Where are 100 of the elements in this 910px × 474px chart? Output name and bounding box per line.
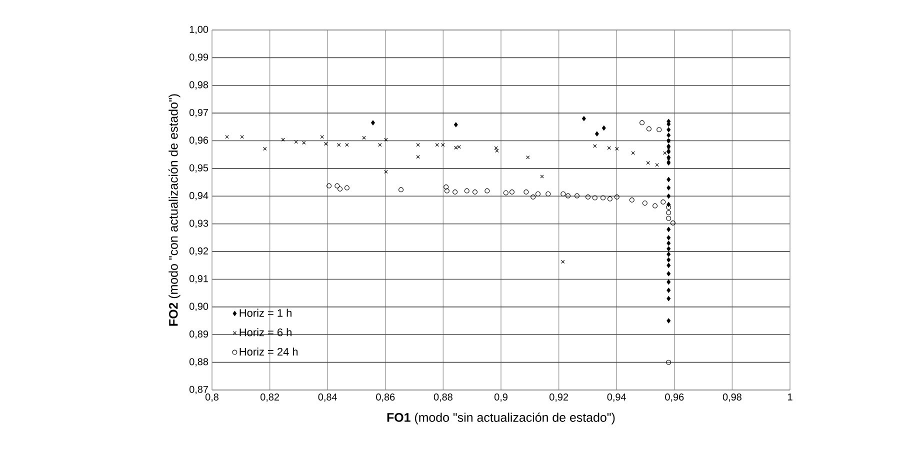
- point: [607, 146, 611, 150]
- point: [263, 146, 267, 151]
- x-tick-label: 0,92: [550, 394, 568, 402]
- y-axis-title: FO2 (modo "con actualización de estado"): [168, 94, 180, 326]
- point: [240, 135, 244, 139]
- point: [326, 183, 332, 188]
- point: [566, 193, 571, 198]
- point: [663, 151, 667, 155]
- point: [435, 143, 439, 147]
- point: [560, 191, 566, 196]
- point: [593, 144, 597, 148]
- y-tick-label: 0,94: [189, 192, 208, 200]
- point: [640, 120, 645, 126]
- point: [670, 220, 676, 226]
- y-tick-label: 0,96: [189, 136, 208, 145]
- point: [602, 126, 606, 131]
- point: [656, 127, 662, 132]
- point: [302, 140, 306, 145]
- point: [546, 191, 551, 196]
- point: [452, 190, 458, 194]
- point: [666, 216, 672, 221]
- point: [362, 136, 366, 140]
- legend-label: Horiz = 1 h: [240, 308, 292, 317]
- point: [666, 132, 671, 138]
- point: [666, 147, 670, 151]
- x-tick-label: 0,8: [205, 394, 218, 402]
- point: [607, 196, 612, 202]
- point: [666, 210, 672, 216]
- point: [666, 160, 671, 166]
- y-tick-label: 0,93: [189, 220, 208, 228]
- point: [582, 116, 586, 122]
- point: [561, 260, 565, 264]
- point: [666, 127, 671, 132]
- y-tick-label: 0,97: [189, 108, 208, 118]
- y-tick-label: 1,00: [190, 26, 208, 34]
- point: [225, 135, 229, 139]
- point: [524, 190, 529, 194]
- point: [666, 235, 671, 240]
- x-axis-title: FO1 (modo "sin actualización de estado"): [387, 412, 615, 424]
- point: [454, 146, 458, 150]
- point: [666, 185, 671, 190]
- point: [384, 138, 388, 142]
- point: [586, 194, 590, 200]
- point: [444, 188, 450, 194]
- point: [281, 138, 285, 142]
- point: [574, 193, 580, 198]
- point: [530, 194, 536, 200]
- x-tick-label: 0,9: [494, 394, 508, 402]
- point: [666, 149, 671, 154]
- point: [338, 186, 343, 192]
- point: [666, 296, 671, 302]
- y-tick-label: 0,88: [189, 358, 208, 366]
- point: [646, 126, 652, 132]
- point: [484, 188, 490, 194]
- point: [629, 198, 634, 203]
- x-tick-label: 0,98: [722, 394, 742, 402]
- point: [666, 177, 671, 182]
- point: [655, 163, 659, 167]
- point: [666, 204, 672, 210]
- point: [615, 146, 619, 151]
- point: [666, 318, 671, 324]
- point: [666, 252, 671, 257]
- point: [666, 280, 671, 284]
- point: [344, 185, 350, 190]
- point: [457, 145, 461, 149]
- point: [495, 148, 499, 153]
- point: [509, 190, 514, 194]
- point: [444, 184, 449, 190]
- y-tick-label: 0,98: [189, 81, 208, 90]
- x-tick-label: 0,94: [607, 394, 626, 402]
- point: [494, 146, 498, 150]
- point: [666, 262, 671, 268]
- point: [666, 257, 671, 262]
- point: [666, 154, 671, 160]
- point: [536, 191, 540, 196]
- point: [464, 188, 470, 194]
- point: [666, 144, 671, 149]
- point: [666, 226, 671, 232]
- point: [503, 190, 508, 196]
- y-tick-label: 0,91: [189, 275, 208, 284]
- point: [416, 154, 420, 159]
- point: [666, 246, 671, 252]
- x-tick-label: 0,82: [260, 394, 279, 402]
- point: [398, 187, 404, 192]
- point: [384, 170, 388, 174]
- point: [454, 122, 458, 128]
- point: [666, 240, 671, 246]
- point: [642, 200, 648, 206]
- point: [334, 183, 340, 188]
- point: [666, 288, 671, 293]
- point: [345, 143, 349, 147]
- point: [324, 142, 328, 146]
- x-tick-label: 0,96: [665, 394, 684, 402]
- y-tick-label: 0,87: [189, 386, 208, 394]
- x-tick-label: 0,88: [434, 394, 452, 402]
- point: [666, 194, 671, 199]
- point: [595, 131, 599, 136]
- point: [371, 120, 375, 126]
- x-tick-label: 0,84: [318, 394, 338, 402]
- legend-label: Horiz = 24 h: [240, 348, 298, 356]
